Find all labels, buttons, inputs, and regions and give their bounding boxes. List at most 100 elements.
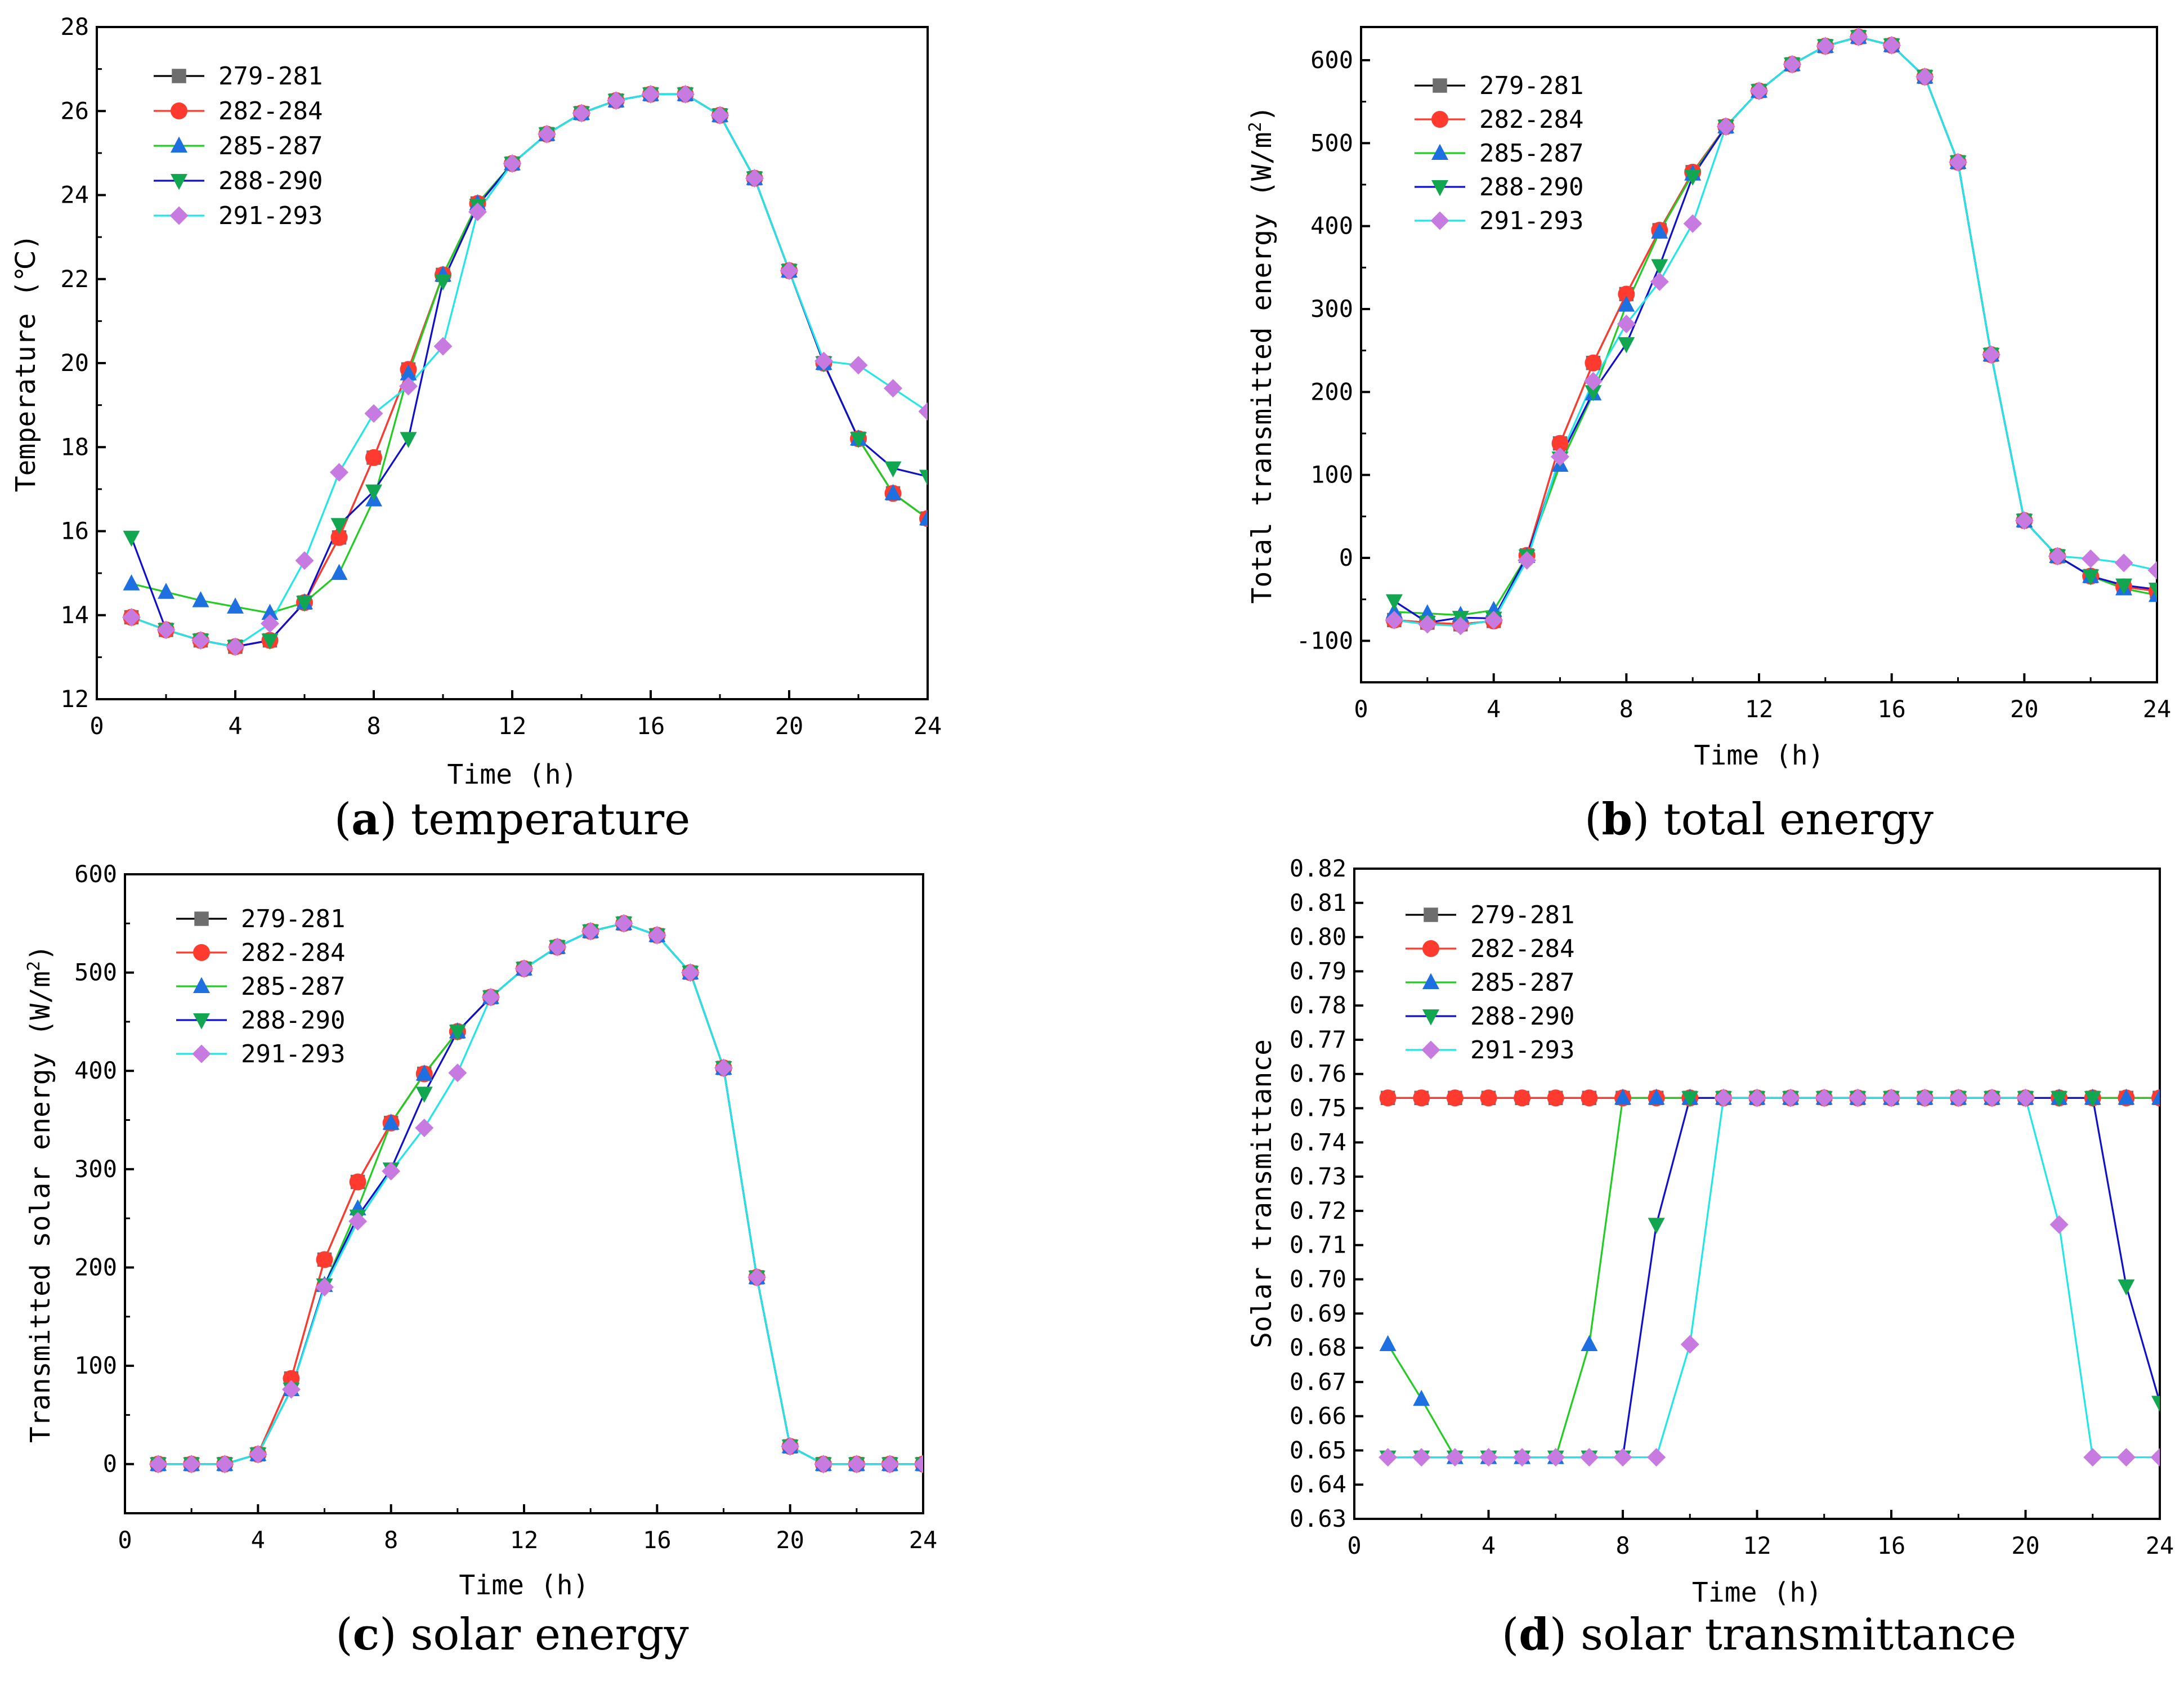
- data-point-291-293: [1579, 1448, 1599, 1467]
- data-point-291-293: [1647, 1448, 1666, 1467]
- data-point-288-290: [1585, 385, 1602, 401]
- data-point-291-293: [614, 914, 633, 933]
- data-point-291-293: [814, 1455, 833, 1474]
- y-tick-label: 400: [1310, 212, 1353, 240]
- y-tick-label: 0.78: [1290, 991, 1346, 1019]
- y-tick-label: 600: [74, 860, 117, 888]
- legend-marker: [172, 69, 186, 83]
- data-point-291-293: [281, 1380, 301, 1399]
- y-tick-label: 500: [74, 959, 117, 986]
- data-point-291-293: [647, 926, 666, 945]
- data-point-291-293: [1783, 55, 1802, 74]
- legend-marker: [171, 102, 187, 119]
- data-point-291-293: [503, 154, 522, 173]
- data-point-291-293: [1949, 1088, 1968, 1107]
- data-point-291-293: [1650, 272, 1669, 291]
- y-axis-label: Temperature (℃): [10, 234, 42, 492]
- x-tick-label: 4: [251, 1526, 265, 1554]
- data-point-291-293: [364, 404, 383, 423]
- legend-label: 291-293: [1470, 1036, 1574, 1065]
- y-tick-label: 0.82: [1290, 855, 1346, 882]
- legend-marker: [1424, 907, 1438, 922]
- series-group: [1379, 1088, 2160, 1467]
- data-point-288-290: [415, 1087, 433, 1103]
- data-point-291-293: [1683, 214, 1702, 233]
- legend-label: 285-287: [241, 972, 345, 1001]
- data-point-291-293: [714, 1058, 733, 1078]
- data-point-285-287: [1385, 602, 1403, 619]
- data-point-291-293: [548, 937, 567, 956]
- data-point-285-287: [330, 564, 348, 580]
- legend-label: 279-281: [1479, 71, 1583, 100]
- x-tick-label: 16: [637, 712, 665, 740]
- data-point-285-287: [1581, 1335, 1598, 1351]
- y-axis-label: Transmitted solar energy (W/m2): [24, 945, 56, 1443]
- legend-marker: [1431, 144, 1448, 160]
- panel-caption: (a) temperature: [334, 794, 691, 845]
- data-point-291-293: [156, 620, 176, 640]
- data-point-291-293: [1583, 372, 1603, 391]
- legend-marker: [193, 977, 210, 993]
- y-tick-label: 100: [74, 1352, 117, 1379]
- data-point-291-293: [2114, 553, 2133, 573]
- legend-label: 282-284: [241, 938, 345, 967]
- data-point-288-290: [330, 518, 348, 534]
- y-tick-label: 400: [74, 1057, 117, 1084]
- data-point-288-290: [449, 1025, 466, 1041]
- data-point-291-293: [2016, 1088, 2035, 1107]
- data-point-288-290: [1651, 259, 1668, 275]
- panel-caption: (d) solar transmittance: [1502, 1609, 2016, 1660]
- x-tick-label: 12: [498, 712, 527, 740]
- legend-label: 285-287: [1470, 968, 1574, 997]
- data-point-291-293: [1512, 1448, 1532, 1467]
- data-point-291-293: [918, 402, 928, 421]
- data-point-291-293: [1882, 35, 1901, 55]
- data-point-291-293: [1379, 1448, 1398, 1467]
- data-point-291-293: [1385, 610, 1404, 629]
- y-tick-label: 100: [1310, 461, 1353, 489]
- y-tick-label: 0.63: [1290, 1505, 1346, 1532]
- data-point-285-287: [227, 597, 244, 614]
- y-tick-label: 12: [60, 685, 89, 713]
- data-point-291-293: [2116, 1448, 2136, 1467]
- data-point-291-293: [581, 922, 600, 941]
- data-point-291-293: [315, 1277, 334, 1296]
- y-tick-label: 28: [60, 13, 89, 41]
- x-tick-label: 8: [384, 1526, 398, 1554]
- data-point-288-290: [2151, 1396, 2160, 1412]
- data-point-282-284: [1585, 354, 1602, 372]
- y-tick-label: 300: [1310, 295, 1353, 323]
- data-point-285-287: [1379, 1335, 1397, 1351]
- data-point-291-293: [382, 1161, 401, 1181]
- y-tick-label: 14: [60, 601, 89, 629]
- data-point-285-287: [123, 574, 140, 591]
- series-line-288-290: [1388, 1097, 2160, 1459]
- series-line-288-290: [158, 922, 923, 1465]
- data-point-291-293: [681, 963, 700, 982]
- data-point-291-293: [710, 106, 730, 125]
- caption-text: ) temperature: [380, 794, 691, 845]
- data-point-291-293: [1714, 1088, 1733, 1107]
- panel-caption: (b) total energy: [1585, 794, 1934, 845]
- data-point-288-290: [365, 484, 382, 501]
- x-tick-label: 20: [776, 1526, 804, 1554]
- x-axis-label: Time (h): [459, 1570, 589, 1601]
- panel-caption: (c) solar energy: [335, 1609, 689, 1660]
- data-point-291-293: [1916, 67, 1935, 86]
- data-point-291-293: [2049, 1215, 2069, 1234]
- plot-frame: [96, 26, 929, 700]
- y-tick-label: 0.68: [1290, 1334, 1346, 1361]
- data-point-291-293: [1518, 551, 1537, 570]
- data-point-291-293: [847, 1455, 866, 1474]
- data-point-291-293: [1412, 1448, 1431, 1467]
- data-point-282-284: [1379, 1089, 1397, 1107]
- legend-marker: [1430, 211, 1449, 230]
- x-tick-label: 20: [2011, 1532, 2040, 1559]
- series-line-291-293: [131, 93, 928, 648]
- caption-letter: c: [353, 1609, 380, 1660]
- y-tick-label: 0.76: [1290, 1060, 1346, 1088]
- x-axis-label: Time (h): [1694, 740, 1824, 771]
- chart-panel-a: 0 4 8 12 16 20 24 12 14 16 18 20 22 24 26 28 Time (h) Tem…: [10, 13, 942, 845]
- x-axis-label: Time (h): [1692, 1577, 1822, 1608]
- data-point-285-287: [919, 509, 928, 526]
